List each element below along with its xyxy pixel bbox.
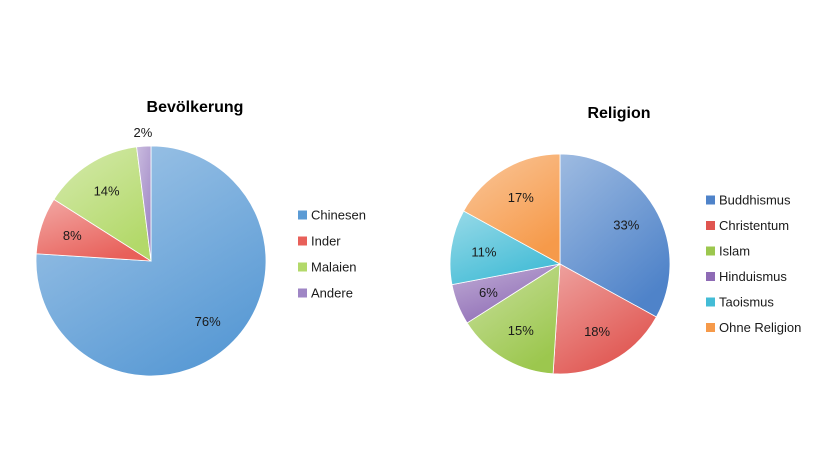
chart-title: Religion bbox=[587, 105, 650, 122]
pie-slice bbox=[136, 145, 152, 262]
chart-religion: Religion 33% 18% 15% 6% 11% 17% Buddhismus Chr… bbox=[449, 105, 801, 375]
data-label: 17% bbox=[508, 190, 534, 205]
pie-slice bbox=[35, 145, 267, 377]
legend-swatch bbox=[706, 195, 715, 205]
legend-bevoelkerung: Chinesen Inder Malaien Andere bbox=[298, 208, 366, 301]
legend-label: Inder bbox=[311, 234, 341, 249]
data-label: 14% bbox=[94, 184, 120, 199]
data-label: 8% bbox=[63, 228, 82, 243]
legend-swatch bbox=[298, 262, 307, 272]
legend-swatch bbox=[706, 272, 715, 281]
legend-swatch bbox=[706, 297, 715, 307]
legend-label: Chinesen bbox=[311, 208, 366, 223]
legend-swatch bbox=[706, 246, 715, 256]
legend-label: Andere bbox=[311, 286, 353, 301]
data-label: 11% bbox=[471, 245, 496, 260]
legend-swatch bbox=[298, 236, 307, 246]
pie-religion: 33% 18% 15% 6% 11% 17% bbox=[449, 153, 671, 375]
pie-slice bbox=[466, 263, 561, 375]
legend-swatch bbox=[706, 221, 715, 230]
chart-title: Bevölkerung bbox=[147, 99, 244, 116]
data-label: 15% bbox=[508, 323, 534, 338]
data-label: 6% bbox=[479, 285, 498, 300]
legend-label: Buddhismus bbox=[719, 193, 791, 208]
pie-slice bbox=[53, 146, 152, 262]
data-label: 18% bbox=[584, 324, 610, 339]
legend-swatch bbox=[706, 323, 715, 332]
data-label: 33% bbox=[613, 217, 639, 232]
data-label: 76% bbox=[195, 314, 221, 329]
pie-bevoelkerung: 76% 8% 14% 2% bbox=[35, 125, 267, 377]
data-label: 2% bbox=[134, 125, 153, 140]
legend-swatch bbox=[298, 288, 307, 298]
legend-swatch bbox=[298, 210, 307, 220]
pie-slice bbox=[463, 153, 561, 265]
legend-religion: Buddhismus Christentum Islam Hinduismus Taoi… bbox=[706, 193, 801, 335]
legend-label: Islam bbox=[719, 244, 750, 259]
legend-label: Taoismus bbox=[719, 295, 774, 310]
legend-label: Christentum bbox=[719, 218, 789, 233]
pie-slice bbox=[449, 210, 562, 286]
chart-bevoelkerung: Bevölkerung 76% 8% 14% 2% Chinesen Inder Mala… bbox=[35, 99, 366, 377]
legend-label: Malaien bbox=[311, 260, 357, 275]
legend-label: Ohne Religion bbox=[719, 320, 801, 335]
pie-slice bbox=[552, 263, 657, 375]
legend-label: Hinduismus bbox=[719, 269, 787, 284]
pie-slice bbox=[559, 153, 671, 318]
